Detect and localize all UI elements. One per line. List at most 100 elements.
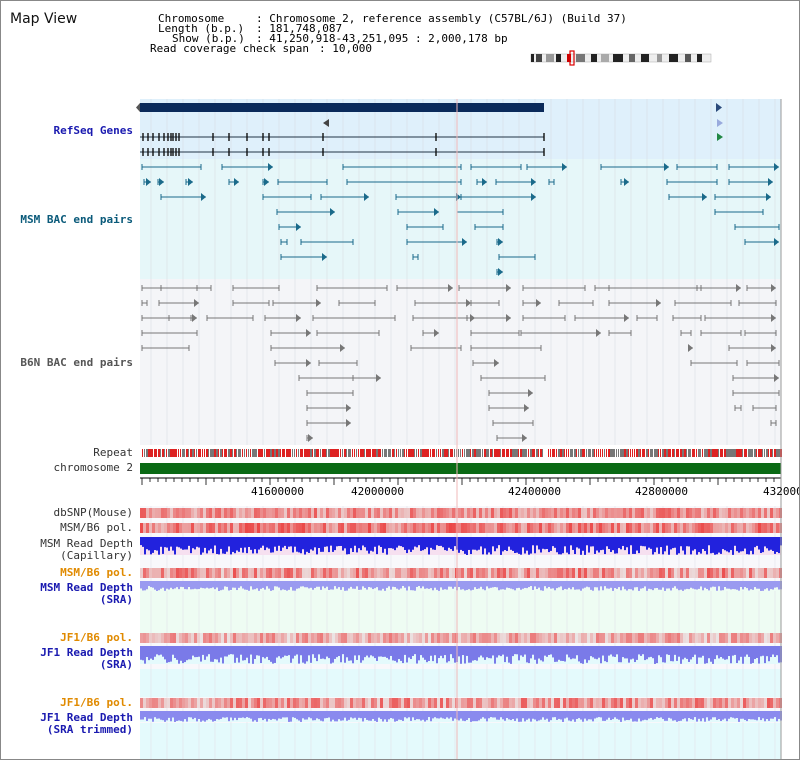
depth-bar	[140, 537, 142, 546]
repeat-element	[410, 449, 412, 457]
depth-bar	[252, 581, 254, 590]
depth-bar	[198, 581, 200, 590]
b6n-bac-label[interactable]: B6N BAC end pairs	[20, 356, 133, 369]
heatmap-cell	[569, 568, 572, 578]
depth-bar	[540, 581, 542, 591]
jf1-read-depth-sra-label[interactable]: JF1 Read Depth	[40, 646, 133, 659]
depth-bar	[484, 537, 486, 549]
heatmap-cell	[155, 523, 158, 533]
repeat-element	[404, 449, 405, 457]
depth-bar	[448, 646, 450, 662]
position-axis	[140, 477, 781, 485]
depth-bar	[184, 646, 186, 663]
depth-bar	[706, 537, 708, 555]
repeat-element	[238, 449, 240, 457]
read-depth-tracks[interactable]	[140, 537, 782, 722]
heatmap-cell	[296, 633, 299, 643]
depth-bar	[680, 581, 682, 590]
chromosome-track-label[interactable]: chromosome 2	[53, 461, 133, 474]
depth-bar	[228, 711, 230, 722]
depth-bar	[152, 581, 154, 588]
b6n-bac-arrow	[192, 314, 197, 322]
depth-bar	[560, 537, 562, 555]
heatmap-cell	[305, 633, 308, 643]
repeat-label[interactable]: Repeat	[93, 446, 133, 459]
depth-bar	[596, 711, 598, 718]
heatmap-cell	[671, 568, 674, 578]
heatmap-cell	[158, 523, 161, 533]
depth-bar	[140, 581, 142, 589]
depth-bar	[658, 537, 660, 554]
heatmap-cell	[605, 508, 608, 518]
repeat-element	[338, 449, 339, 457]
depth-bar	[606, 711, 608, 720]
heatmap-tracks[interactable]	[140, 508, 782, 708]
repeat-element	[462, 449, 463, 457]
ideogram-band	[546, 54, 554, 62]
jf1-b6-pol-label[interactable]: JF1/B6 pol.	[60, 631, 133, 644]
heatmap-cell	[581, 568, 584, 578]
chromosome-bar[interactable]	[140, 463, 781, 474]
depth-bar	[660, 711, 662, 718]
msm-bac-arrow	[768, 178, 773, 186]
depth-bar	[532, 711, 534, 719]
msm-read-depth-sra-label[interactable]: MSM Read Depth	[40, 581, 133, 594]
depth-bar	[622, 711, 624, 718]
repeat-element	[260, 449, 262, 457]
chromosome-ideogram[interactable]	[530, 50, 712, 66]
msm-b6-pol-label[interactable]: MSM/B6 pol.	[60, 521, 133, 534]
msm-bac-end-pairs-track[interactable]	[141, 163, 780, 276]
msm-read-depth-cap-label[interactable]: MSM Read Depth	[40, 537, 133, 550]
repeat-element	[468, 449, 470, 457]
heatmap-cell	[632, 523, 635, 533]
dbsnp-label[interactable]: dbSNP(Mouse)	[53, 506, 133, 519]
heatmap-cell	[428, 633, 431, 643]
heatmap-cell	[269, 568, 272, 578]
depth-bar	[648, 646, 650, 658]
depth-bar	[218, 646, 220, 663]
depth-bar	[648, 537, 650, 548]
heatmap-cell	[515, 633, 518, 643]
heatmap-cell	[680, 523, 683, 533]
heatmap-cell	[590, 633, 593, 643]
heatmap-cell	[314, 523, 317, 533]
heatmap-cell	[266, 508, 269, 518]
depth-bar	[346, 711, 348, 721]
heatmap-cell	[419, 568, 422, 578]
repeat-element	[398, 449, 399, 457]
heatmap-cell	[290, 633, 293, 643]
depth-bar	[146, 537, 148, 550]
depth-bar	[306, 711, 308, 720]
heatmap-cell	[746, 508, 749, 518]
repeat-element	[360, 449, 362, 457]
jf1-b6-pol-2-label[interactable]: JF1/B6 pol.	[60, 696, 133, 709]
depth-bar	[428, 646, 430, 661]
heatmap-cell	[368, 633, 371, 643]
msm-b6-pol-2-label[interactable]: MSM/B6 pol.	[60, 566, 133, 579]
heatmap-cell	[167, 508, 170, 518]
depth-bar	[704, 581, 706, 588]
repeat-track[interactable]	[142, 449, 782, 457]
heatmap-cell	[389, 633, 392, 643]
msm-bac-arrow	[330, 208, 335, 216]
depth-bar	[274, 581, 276, 587]
b6n-bac-arrow	[340, 344, 345, 352]
jf1-read-depth-trim-label[interactable]: JF1 Read Depth	[40, 711, 133, 724]
heatmap-cell	[266, 568, 269, 578]
heatmap-cell	[416, 568, 419, 578]
heatmap-cell	[200, 508, 203, 518]
depth-bar	[210, 646, 212, 662]
depth-bar	[754, 581, 756, 588]
msm-bac-label[interactable]: MSM BAC end pairs	[20, 213, 133, 226]
depth-bar	[630, 711, 632, 719]
refseq-genes-track[interactable]	[136, 103, 723, 156]
depth-bar	[308, 581, 310, 589]
depth-bar	[184, 537, 186, 550]
length-label: Length (b.p.)	[158, 22, 245, 35]
heatmap-cell	[347, 568, 350, 578]
refseq-genes-label[interactable]: RefSeq Genes	[53, 124, 133, 137]
b6n-bac-end-pairs-track[interactable]	[141, 284, 780, 442]
heatmap-cell	[584, 523, 587, 533]
depth-bar	[704, 537, 706, 551]
